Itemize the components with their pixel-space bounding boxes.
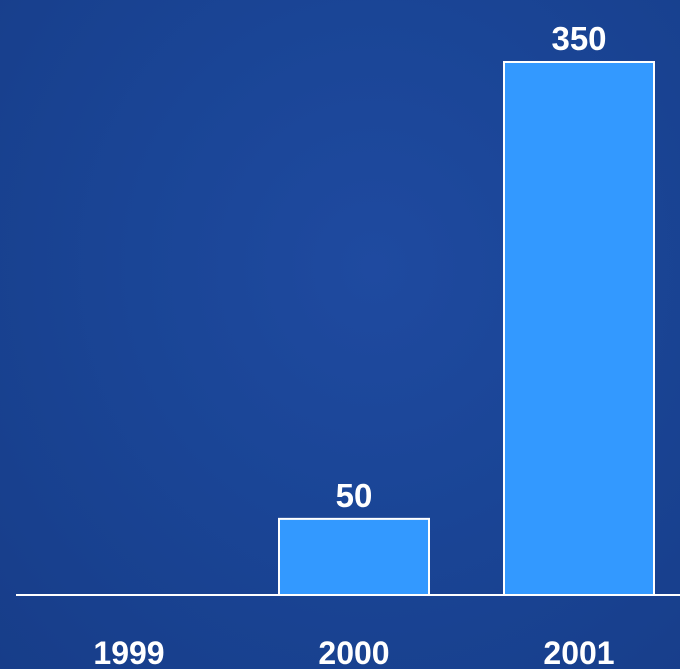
bars-group	[278, 61, 655, 596]
x-tick-label-2001: 2001	[543, 635, 614, 669]
x-tick-label-2000: 2000	[318, 635, 389, 669]
value-label-2000: 50	[336, 477, 373, 514]
bar-2000	[278, 517, 430, 596]
value-label-2001: 350	[551, 20, 606, 57]
value-labels-group: 50 350	[336, 20, 607, 514]
x-tick-label-1999: 1999	[93, 635, 164, 669]
bar-2001	[503, 61, 655, 596]
x-tick-labels-group: 1999 2000 2001	[93, 635, 614, 669]
